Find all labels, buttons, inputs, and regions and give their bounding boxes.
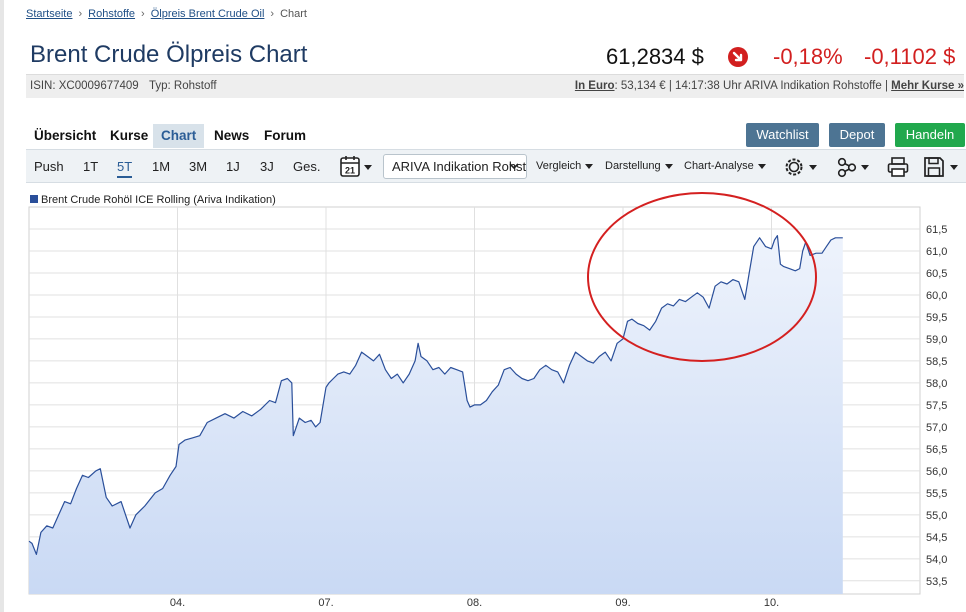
legend-swatch [30,195,38,203]
x-tick-label: 07. [318,597,333,609]
chart-toolbar: Push 1T 5T 1M 3M 1J 3J Ges. 21 ARIVA Ind… [26,149,966,183]
save-icon[interactable] [922,155,962,179]
range-5t[interactable]: 5T [117,159,133,178]
x-tick-label: 08. [467,597,482,609]
euro-value: : 53,134 € | 14:17:38 Uhr ARIVA Indikati… [614,80,892,92]
gear-icon[interactable] [782,155,820,179]
y-tick-label: 61,0 [926,246,947,258]
breadcrumb-separator: › [270,8,275,20]
chart-analyse-label: Chart-Analyse [684,160,754,172]
watchlist-button[interactable]: Watchlist [746,123,819,147]
breadcrumb-link-startseite[interactable]: Startseite [26,8,73,20]
darstellung-label: Darstellung [605,160,661,172]
x-tick-label: 10. [764,597,779,609]
y-tick-label: 58,0 [926,378,947,390]
y-tick-label: 57,5 [926,400,947,412]
y-tick-label: 54,0 [926,554,947,566]
y-tick-label: 57,0 [926,422,947,434]
tab-uebersicht[interactable]: Übersicht [34,128,97,143]
type-label: Typ: Rohstoff [149,80,217,92]
y-tick-label: 59,5 [926,312,947,324]
y-tick-label: 61,5 [926,224,947,236]
source-select[interactable]: ARIVA Indikation Rohstoffe [383,154,527,179]
range-1j[interactable]: 1J [226,159,240,174]
y-tick-label: 56,5 [926,444,947,456]
info-bar: ISIN: XC0009677409 Typ: Rohstoff In Euro… [26,74,964,98]
range-1m[interactable]: 1M [152,159,171,174]
breadcrumb-link-oelpreis[interactable]: Ölpreis Brent Crude Oil [150,8,265,20]
y-tick-label: 53,5 [926,576,947,588]
print-icon[interactable] [886,155,910,179]
page-title: Brent Crude Ölpreis Chart [30,41,308,68]
highlight-oval-annotation [587,192,817,362]
breadcrumb-link-rohstoffe[interactable]: Rohstoffe [88,8,136,20]
caret-down-icon [585,163,594,169]
chevron-down-icon [508,155,520,178]
euro-link[interactable]: In Euro [574,80,615,92]
change-absolute: -0,1102 $ [864,44,956,69]
more-quotes-link[interactable]: Mehr Kurse » [891,80,964,92]
breadcrumb-current: Chart [280,8,307,20]
caret-down-icon [664,163,673,169]
range-gesamt[interactable]: Ges. [293,159,321,174]
y-tick-label: 55,5 [926,488,947,500]
chart-legend: Brent Crude Rohöl ICE Rolling (Ariva Ind… [30,194,276,206]
breadcrumb: Startseite › Rohstoffe › Ölpreis Brent Crude… [26,8,307,20]
tab-forum[interactable]: Forum [264,128,306,143]
darstellung-dropdown[interactable]: Darstellung [605,160,673,172]
range-3j[interactable]: 3J [260,159,274,174]
share-icon[interactable] [834,155,872,179]
y-tick-label: 59,0 [926,334,947,346]
calendar-icon[interactable]: 21 [339,155,375,179]
change-percent: -0,18% [773,44,843,69]
tab-chart[interactable]: Chart [153,124,205,148]
range-3m[interactable]: 3M [189,159,208,174]
depot-button[interactable]: Depot [829,123,885,147]
isin-label: ISIN: XC0009677409 [30,80,139,92]
y-tick-label: 56,0 [926,466,947,478]
tab-news[interactable]: News [214,128,250,143]
breadcrumb-separator: › [141,8,145,20]
x-tick-label: 04. [170,597,185,609]
vergleich-dropdown[interactable]: Vergleich [536,160,594,172]
x-tick-label: 09. [615,597,630,609]
handeln-button[interactable]: Handeln [895,123,965,147]
caret-down-icon [757,163,766,169]
tab-kurse[interactable]: Kurse [110,128,149,143]
page-edge [0,0,4,612]
chart-analyse-dropdown[interactable]: Chart-Analyse [684,160,766,172]
source-select-value: ARIVA Indikation Rohstoffe [392,159,527,174]
y-tick-label: 60,5 [926,268,947,280]
down-arrow-icon [728,47,748,67]
y-tick-label: 60,0 [926,290,947,302]
y-tick-label: 58,5 [926,356,947,368]
vergleich-label: Vergleich [536,160,582,172]
legend-label: Brent Crude Rohöl ICE Rolling (Ariva Ind… [41,194,276,206]
y-tick-label: 54,5 [926,532,947,544]
calendar-day: 21 [345,166,355,176]
euro-quote: In Euro: 53,134 € | 14:17:38 Uhr ARIVA I… [575,80,964,92]
breadcrumb-separator: › [78,8,83,20]
range-1t[interactable]: 1T [83,159,99,174]
current-price: 61,2834 $ [606,44,704,69]
y-tick-label: 55,0 [926,510,947,522]
range-push[interactable]: Push [34,159,64,174]
